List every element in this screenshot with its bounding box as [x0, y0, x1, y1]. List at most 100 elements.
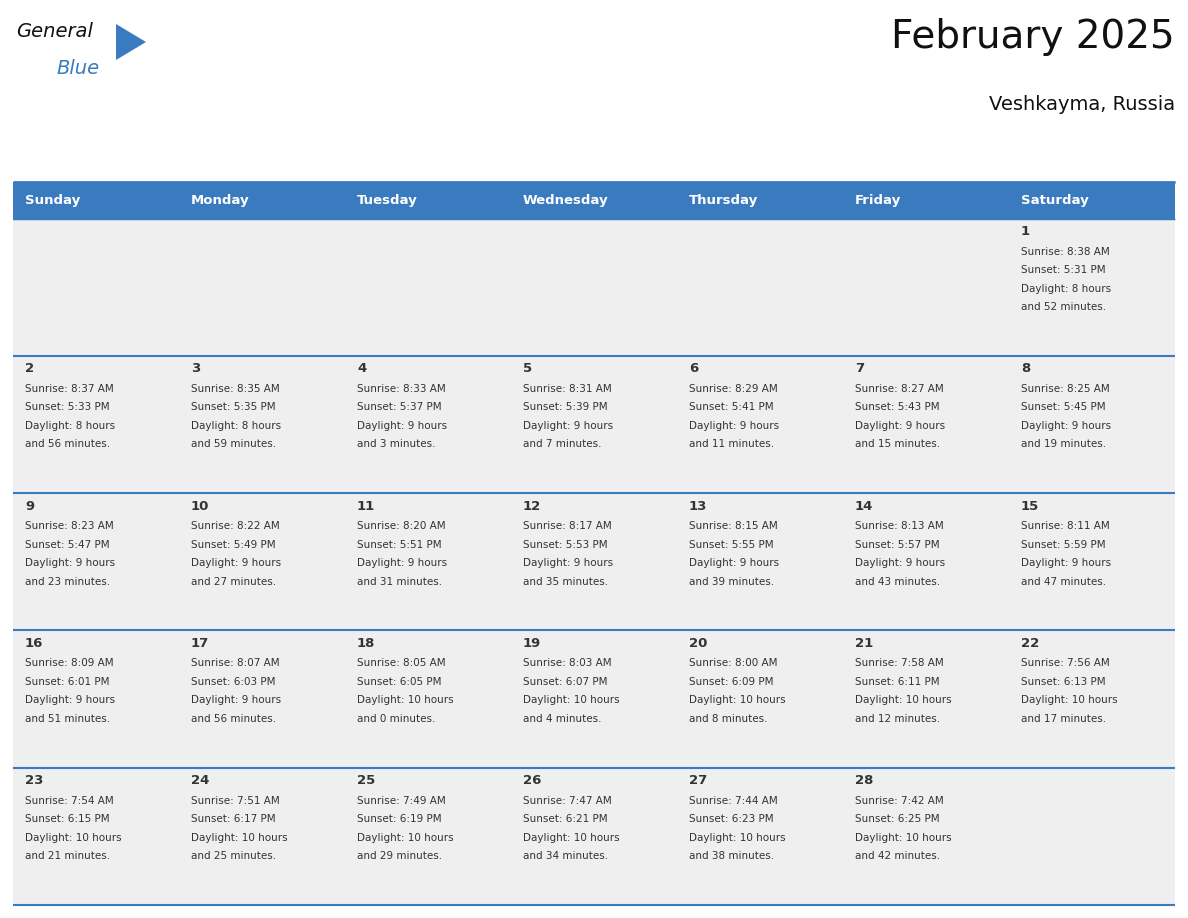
Text: Sunset: 6:05 PM: Sunset: 6:05 PM [358, 677, 442, 687]
Text: Sunset: 5:51 PM: Sunset: 5:51 PM [358, 540, 442, 550]
Text: Tuesday: Tuesday [358, 194, 418, 207]
Text: Sunset: 5:49 PM: Sunset: 5:49 PM [191, 540, 276, 550]
Text: Daylight: 9 hours: Daylight: 9 hours [191, 558, 282, 568]
Text: 28: 28 [855, 774, 873, 788]
Bar [1009, 493, 1175, 631]
Text: Sunset: 6:07 PM: Sunset: 6:07 PM [523, 677, 607, 687]
Text: Daylight: 10 hours: Daylight: 10 hours [689, 696, 785, 705]
Text: Daylight: 8 hours: Daylight: 8 hours [25, 420, 115, 431]
Bar [345, 182, 511, 218]
Text: Sunset: 6:15 PM: Sunset: 6:15 PM [25, 814, 109, 824]
Bar [843, 493, 1009, 631]
Text: Daylight: 9 hours: Daylight: 9 hours [523, 420, 613, 431]
Bar [13, 218, 179, 356]
Text: and 56 minutes.: and 56 minutes. [25, 440, 110, 449]
Bar [677, 356, 843, 493]
Bar [179, 356, 345, 493]
Text: Daylight: 9 hours: Daylight: 9 hours [1020, 420, 1111, 431]
Text: 23: 23 [25, 774, 44, 788]
Bar [179, 631, 345, 767]
Text: 18: 18 [358, 637, 375, 650]
Text: 15: 15 [1020, 499, 1040, 512]
Bar [345, 767, 511, 905]
Text: Sunset: 5:57 PM: Sunset: 5:57 PM [855, 540, 940, 550]
Text: 11: 11 [358, 499, 375, 512]
Bar [1009, 631, 1175, 767]
Bar [843, 218, 1009, 356]
Text: Sunrise: 7:47 AM: Sunrise: 7:47 AM [523, 796, 612, 806]
Text: and 59 minutes.: and 59 minutes. [191, 440, 276, 449]
Text: Friday: Friday [855, 194, 902, 207]
Text: Sunrise: 7:51 AM: Sunrise: 7:51 AM [191, 796, 279, 806]
Text: and 21 minutes.: and 21 minutes. [25, 851, 110, 861]
Text: and 34 minutes.: and 34 minutes. [523, 851, 608, 861]
Text: Sunrise: 8:22 AM: Sunrise: 8:22 AM [191, 521, 279, 532]
Text: Sunset: 6:25 PM: Sunset: 6:25 PM [855, 814, 940, 824]
Text: 21: 21 [855, 637, 873, 650]
Text: Sunset: 5:33 PM: Sunset: 5:33 PM [25, 402, 109, 412]
Bar [511, 631, 677, 767]
Text: Daylight: 9 hours: Daylight: 9 hours [1020, 558, 1111, 568]
Text: Sunrise: 8:07 AM: Sunrise: 8:07 AM [191, 658, 279, 668]
Text: Thursday: Thursday [689, 194, 758, 207]
Text: Daylight: 10 hours: Daylight: 10 hours [855, 696, 952, 705]
Bar [843, 182, 1009, 218]
Text: 10: 10 [191, 499, 209, 512]
Text: 7: 7 [855, 363, 864, 375]
Text: Daylight: 9 hours: Daylight: 9 hours [191, 696, 282, 705]
Bar [345, 631, 511, 767]
Text: and 3 minutes.: and 3 minutes. [358, 440, 436, 449]
Text: Sunset: 5:39 PM: Sunset: 5:39 PM [523, 402, 607, 412]
Text: 19: 19 [523, 637, 542, 650]
Text: Sunrise: 8:05 AM: Sunrise: 8:05 AM [358, 658, 446, 668]
Text: 26: 26 [523, 774, 542, 788]
Text: Sunrise: 8:15 AM: Sunrise: 8:15 AM [689, 521, 778, 532]
Text: Sunrise: 8:37 AM: Sunrise: 8:37 AM [25, 384, 114, 394]
Text: and 8 minutes.: and 8 minutes. [689, 714, 767, 724]
Bar [843, 356, 1009, 493]
Bar [677, 182, 843, 218]
Text: Sunset: 6:13 PM: Sunset: 6:13 PM [1020, 677, 1106, 687]
Text: Sunrise: 8:23 AM: Sunrise: 8:23 AM [25, 521, 114, 532]
Text: and 17 minutes.: and 17 minutes. [1020, 714, 1106, 724]
Text: Daylight: 10 hours: Daylight: 10 hours [358, 696, 454, 705]
Bar [345, 218, 511, 356]
Text: Sunset: 5:53 PM: Sunset: 5:53 PM [523, 540, 607, 550]
Text: Sunrise: 8:13 AM: Sunrise: 8:13 AM [855, 521, 943, 532]
Bar [843, 631, 1009, 767]
Polygon shape [116, 24, 146, 60]
Text: Sunrise: 7:44 AM: Sunrise: 7:44 AM [689, 796, 778, 806]
Text: Daylight: 10 hours: Daylight: 10 hours [523, 833, 620, 843]
Text: General: General [15, 22, 93, 41]
Text: 12: 12 [523, 499, 542, 512]
Text: and 56 minutes.: and 56 minutes. [191, 714, 276, 724]
Bar [179, 767, 345, 905]
Bar [13, 356, 179, 493]
Text: Sunset: 5:35 PM: Sunset: 5:35 PM [191, 402, 276, 412]
Text: and 11 minutes.: and 11 minutes. [689, 440, 775, 449]
Text: Daylight: 8 hours: Daylight: 8 hours [1020, 284, 1111, 294]
Text: and 42 minutes.: and 42 minutes. [855, 851, 940, 861]
Bar [13, 631, 179, 767]
Text: Daylight: 10 hours: Daylight: 10 hours [25, 833, 121, 843]
Text: Sunrise: 8:03 AM: Sunrise: 8:03 AM [523, 658, 612, 668]
Bar [179, 493, 345, 631]
Text: 27: 27 [689, 774, 707, 788]
Text: Sunset: 5:45 PM: Sunset: 5:45 PM [1020, 402, 1106, 412]
Text: Daylight: 10 hours: Daylight: 10 hours [523, 696, 620, 705]
Text: and 0 minutes.: and 0 minutes. [358, 714, 435, 724]
Bar [511, 356, 677, 493]
Text: Sunset: 5:55 PM: Sunset: 5:55 PM [689, 540, 773, 550]
Text: Daylight: 9 hours: Daylight: 9 hours [358, 420, 447, 431]
Text: Sunset: 5:47 PM: Sunset: 5:47 PM [25, 540, 109, 550]
Text: Sunset: 6:09 PM: Sunset: 6:09 PM [689, 677, 773, 687]
Text: Daylight: 10 hours: Daylight: 10 hours [358, 833, 454, 843]
Text: Sunset: 5:59 PM: Sunset: 5:59 PM [1020, 540, 1106, 550]
Bar [13, 767, 179, 905]
Bar [179, 218, 345, 356]
Bar [13, 493, 179, 631]
Text: 3: 3 [191, 363, 201, 375]
Text: Sunrise: 8:00 AM: Sunrise: 8:00 AM [689, 658, 777, 668]
Text: 24: 24 [191, 774, 209, 788]
Text: Daylight: 9 hours: Daylight: 9 hours [855, 420, 946, 431]
